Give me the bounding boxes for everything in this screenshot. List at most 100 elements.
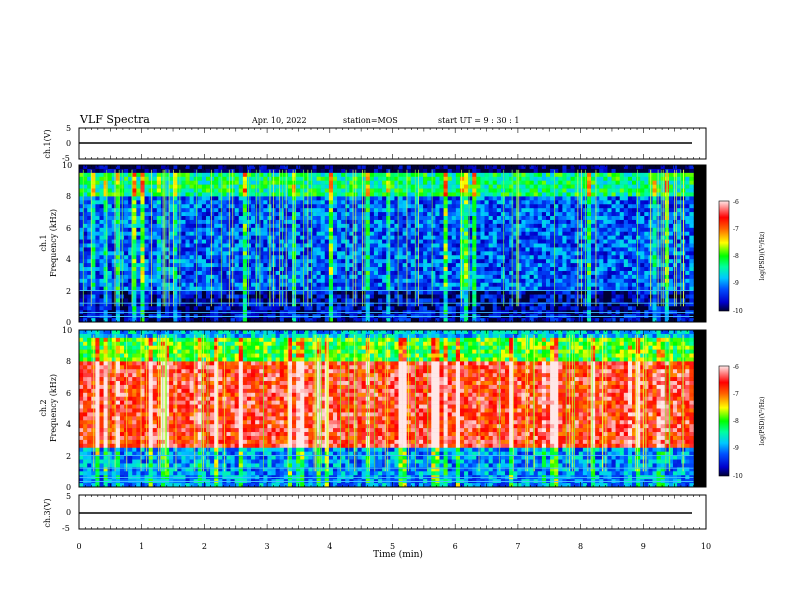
spectrogram-cell (382, 302, 387, 307)
spectrogram-cell (287, 286, 293, 291)
spectrogram-cell (246, 247, 252, 252)
spectrogram-cell (414, 219, 420, 225)
spectrogram-cell (205, 223, 211, 229)
spectrogram-cell (558, 180, 563, 185)
spectrogram-cell (525, 176, 530, 181)
spectrogram-cell (324, 255, 330, 260)
spectrogram-cell (308, 302, 313, 307)
spectrogram-cell (505, 318, 510, 323)
spectrogram-cell (210, 255, 215, 260)
spectrogram-cell (541, 270, 547, 276)
spectrogram-cell (529, 208, 534, 213)
spectrogram-cell (79, 263, 84, 268)
spectrogram-cell (263, 212, 268, 217)
spectrogram-cell (132, 274, 137, 280)
spectrogram-cell (169, 219, 174, 225)
spectrogram-cell (439, 267, 444, 272)
spectrogram-cell (386, 212, 391, 217)
spectrogram-cell (365, 223, 371, 229)
spectrogram-cell (378, 278, 383, 284)
spectrogram-cell (103, 165, 108, 170)
spectrogram-cell (308, 282, 313, 287)
spectrogram-cell (406, 208, 412, 213)
spectrogram-cell (320, 255, 326, 260)
spectrogram-cell (136, 263, 141, 268)
spectrogram-cell (492, 227, 498, 233)
spectrogram-cell (263, 200, 268, 205)
spectrogram-cell (165, 235, 170, 240)
spectrogram-cell (439, 180, 444, 185)
spectrogram-cell (107, 306, 113, 311)
spectrogram-cell (169, 212, 174, 217)
spectrogram-cell (337, 263, 342, 268)
spectrogram-cell (300, 168, 305, 174)
spectrogram-cell (345, 259, 350, 264)
spectrogram-cell (95, 243, 100, 248)
spectrogram-cell (87, 165, 92, 170)
spectrogram-cell (332, 282, 338, 287)
spectrogram-cell (402, 184, 408, 189)
spectrogram-cell (308, 180, 313, 185)
spectrogram-cell (193, 294, 199, 299)
spectrogram-cell (124, 212, 129, 217)
spectrogram-cell (300, 306, 305, 311)
spectrogram-cell (357, 259, 362, 264)
spectrogram-cell (357, 278, 362, 284)
spectrogram-cell (99, 278, 104, 284)
spectrogram-cell (496, 302, 502, 307)
spectrogram-cell (185, 165, 190, 170)
spectrogram-cell (406, 302, 412, 307)
spectrogram-cell (152, 302, 158, 307)
spectrogram-cell (246, 286, 252, 291)
spectrogram-cell (566, 212, 571, 217)
spectrogram-cell (570, 286, 575, 291)
spectrogram-cell (414, 168, 420, 174)
spectrogram-cell (378, 290, 383, 295)
spectrogram-cell (300, 184, 305, 189)
spectrogram-cell (369, 212, 375, 217)
spectrogram-cell (83, 294, 88, 299)
spectrogram-cell (537, 286, 543, 291)
spectrogram-cell (300, 192, 305, 197)
spectrogram-cell (521, 180, 526, 185)
spectrogram-cell (492, 200, 498, 205)
spectrogram-cell (431, 204, 436, 209)
spectrogram-cell (79, 278, 84, 284)
spectrogram-cell (242, 290, 248, 295)
spectrogram-cell (414, 200, 420, 205)
spectrogram-cell (124, 259, 129, 264)
spectrogram-cell (87, 251, 92, 256)
spectrogram-cell (427, 184, 432, 189)
spectrogram-cell (378, 274, 383, 280)
spectrogram-cell (431, 219, 436, 225)
spectrogram-cell (435, 184, 440, 189)
spectrogram-cell (443, 192, 448, 197)
spectrogram-cell (140, 251, 145, 256)
spectrogram-cell (582, 231, 588, 236)
spectrogram-cell (341, 290, 346, 295)
spectrogram-cell (185, 286, 190, 291)
spectrogram-cell (337, 259, 342, 264)
spectrogram-cell (226, 176, 231, 181)
spectrogram-cell (189, 255, 194, 260)
spectrogram-cell (398, 243, 403, 248)
spectrogram-cell (545, 204, 551, 209)
spectrogram-cell (210, 318, 215, 323)
spectrogram-cell (87, 231, 92, 236)
spectrogram-cell (410, 227, 416, 233)
spectrogram-cell (386, 274, 391, 280)
spectrogram-cell (349, 306, 354, 311)
spectrogram-cell (332, 180, 338, 185)
spectrogram-cell (193, 282, 199, 287)
spectrogram-cell (107, 259, 113, 264)
spectrogram-cell (255, 196, 260, 201)
spectrogram-cell (537, 188, 543, 193)
spectrogram-cell (91, 192, 96, 197)
spectrogram-cell (165, 216, 170, 221)
spectrogram-cell (431, 243, 436, 248)
spectrogram-cell (144, 255, 149, 260)
spectrogram-cell (320, 208, 326, 213)
spectrogram-cell (165, 318, 170, 323)
spectrogram-cell (476, 298, 481, 303)
spectrogram-cell (414, 188, 420, 193)
